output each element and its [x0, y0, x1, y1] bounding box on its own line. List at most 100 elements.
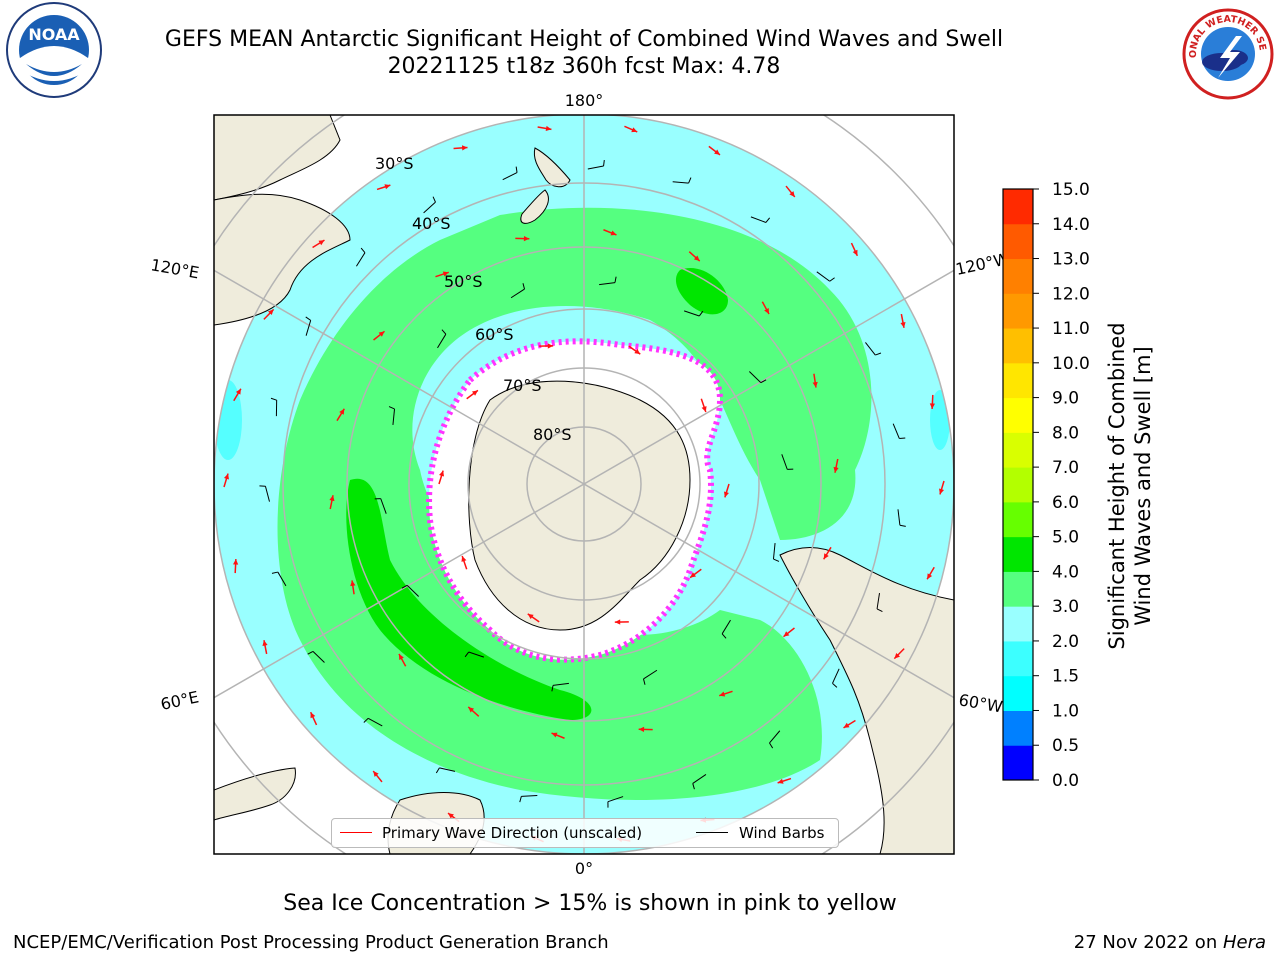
wind-barb-flag: [765, 217, 771, 223]
wind-barb-flag: [832, 682, 838, 688]
wind-barb-flag: [773, 558, 780, 562]
wave-arrow-head: [461, 145, 468, 151]
wave-arrow-head: [634, 348, 641, 355]
wave-arrow-head: [461, 555, 467, 562]
wind-barb: [510, 288, 525, 299]
wind-barb: [816, 271, 831, 282]
wind-barb-flag: [270, 397, 277, 401]
lon-label-180: 180°: [565, 91, 604, 110]
wind-barb-flag: [688, 177, 692, 184]
wave-arrow-head: [235, 388, 241, 395]
wind-barb: [312, 651, 325, 663]
wave-arrow-head: [448, 813, 454, 819]
wind-barb: [748, 371, 762, 384]
wave-arrow-head: [852, 249, 858, 256]
wave-arrow-head: [939, 488, 945, 495]
new-zealand-land: [520, 189, 549, 224]
wind-barb-flag: [603, 160, 605, 167]
wind-barb: [380, 498, 387, 514]
wave-arrow-head: [823, 553, 829, 560]
wind-barb: [439, 767, 456, 772]
wind-barb-flag: [363, 717, 369, 723]
wave-arrow-head: [610, 230, 617, 236]
wind-barb: [392, 408, 396, 425]
wave-arrow-head: [223, 473, 229, 480]
lat-label-70s: 70°S: [503, 376, 542, 395]
antarctica-land: [468, 380, 691, 631]
wind-barb: [750, 216, 767, 223]
legend-wave-line: [340, 832, 372, 833]
wind-barb: [305, 320, 312, 336]
wind-barb-flag: [360, 247, 366, 254]
noaa-logo-text: NOAA: [28, 25, 80, 44]
wind-barb: [769, 730, 781, 744]
lat-label-60s: 60°S: [475, 325, 514, 344]
wind-barb: [672, 181, 689, 184]
wind-barb-flag: [829, 277, 835, 282]
wave-arrow-head: [631, 127, 638, 133]
wind-barb: [406, 584, 420, 597]
legend-wind-label: Wind Barbs: [739, 824, 825, 842]
wave-arrow-head: [384, 184, 391, 190]
wave-band-4-5m: [346, 478, 592, 720]
wind-barb-flag: [769, 742, 774, 749]
wind-barb: [587, 165, 604, 170]
wind-barb: [277, 571, 287, 587]
sea-ice-note: Sea Ice Concentration > 15% is shown in …: [0, 891, 1280, 916]
wave-arrow-head: [547, 343, 554, 349]
wave-arrow-head: [723, 491, 729, 498]
south-america-land: [779, 547, 954, 854]
wave-arrow-head: [523, 236, 530, 242]
wind-barb-flag: [519, 796, 522, 803]
chart-title: GEFS MEAN Antarctic Significant Height o…: [164, 27, 1004, 52]
wind-barb: [607, 796, 624, 803]
madagascar-land: [214, 767, 296, 821]
wind-barb-flag: [464, 651, 470, 658]
wind-barb: [264, 486, 270, 502]
wave-arrow-head: [764, 308, 770, 315]
wave-arrow-head: [442, 271, 449, 277]
wind-barb: [897, 509, 901, 526]
map-legend: Primary Wave Direction (unscaled) Wind B…: [331, 818, 839, 848]
wave-arrow-head: [318, 240, 325, 246]
wave-arrow-head: [350, 580, 356, 587]
wave-arrow-head: [339, 408, 345, 415]
wind-barb-flag: [388, 406, 395, 410]
lat-label-30s: 30°S: [375, 154, 414, 173]
wind-barb: [468, 651, 485, 658]
wind-barb: [683, 310, 700, 317]
wave-arrow-head: [894, 652, 900, 659]
wind-barb: [781, 454, 788, 470]
wind-barb-flag: [614, 276, 617, 283]
wave-arrow-head: [551, 732, 558, 738]
wind-barb-flag: [305, 316, 311, 321]
wind-barb: [643, 669, 658, 680]
wind-barb: [552, 682, 569, 686]
wave-arrow-head: [614, 619, 621, 625]
wind-barb: [423, 201, 436, 214]
wave-arrow-head: [843, 722, 850, 728]
wave-arrow-head: [545, 125, 552, 132]
wind-barb-flag: [435, 767, 440, 774]
wind-barb-flag: [760, 379, 767, 384]
date-text: 27 Nov 2022 on Hera: [1074, 932, 1266, 953]
lon-label-60e: 60°E: [159, 687, 201, 714]
wave-arrow-head: [378, 331, 385, 337]
wind-barb: [692, 774, 707, 784]
wind-barb-flag: [307, 650, 314, 655]
lat-label-40s: 40°S: [412, 214, 451, 233]
wave-arrow-head: [233, 559, 239, 565]
wave-arrow-head: [398, 653, 404, 660]
australia-land: [214, 193, 351, 326]
wave-band-4-5m: [675, 268, 728, 315]
sea-ice-note-text: Sea Ice Concentration > 15% is shown in …: [283, 891, 897, 916]
wind-barb-flag: [551, 685, 554, 692]
wave-arrow-head: [690, 572, 696, 578]
wind-barb-flag: [522, 283, 526, 290]
machine-name: Hera: [1222, 932, 1266, 953]
wind-barb-flag: [698, 310, 704, 317]
wave-arrow-head: [812, 381, 818, 388]
wind-barb: [865, 342, 876, 356]
wind-barb: [521, 795, 538, 797]
